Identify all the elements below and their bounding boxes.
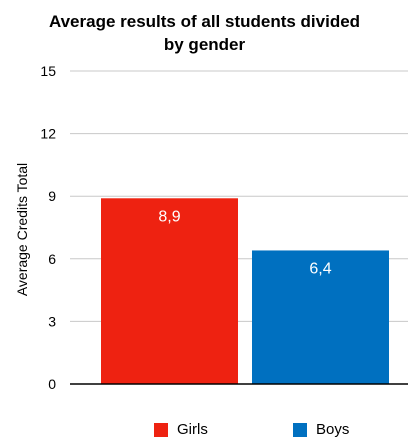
y-tick-label-12: 12 [40,126,56,142]
bar-girls [101,198,238,384]
legend-label-boys: Boys [316,421,350,438]
data-label-boys: 6,4 [309,260,331,277]
y-tick-label-6: 6 [48,251,56,267]
y-tick-label-9: 9 [48,188,56,204]
legend-item-girls: Girls [154,421,208,438]
chart-title-line-1: Average results of all students divided [48,12,361,31]
y-tick-label-15: 15 [40,63,56,79]
legend-swatch-boys [293,422,307,437]
legend: Girls Boys [0,421,409,441]
data-label-girls: 8,9 [158,208,180,225]
y-tick-label-3: 3 [48,313,56,329]
legend-label-girls: Girls [177,421,208,438]
y-axis-title: Average Credits Total [14,163,30,296]
y-tick-label-0: 0 [48,376,56,392]
chart-title-line-2: by gender [163,35,246,54]
bar-boys [252,250,389,384]
legend-swatch-girls [154,422,168,437]
legend-item-boys: Boys [293,421,349,438]
